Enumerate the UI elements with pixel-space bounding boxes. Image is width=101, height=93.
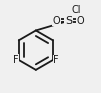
Text: F: F (53, 55, 59, 65)
Text: O: O (76, 16, 84, 26)
Text: S: S (65, 16, 72, 26)
Text: F: F (13, 55, 18, 65)
Text: Cl: Cl (71, 5, 81, 15)
Text: O: O (53, 16, 60, 26)
